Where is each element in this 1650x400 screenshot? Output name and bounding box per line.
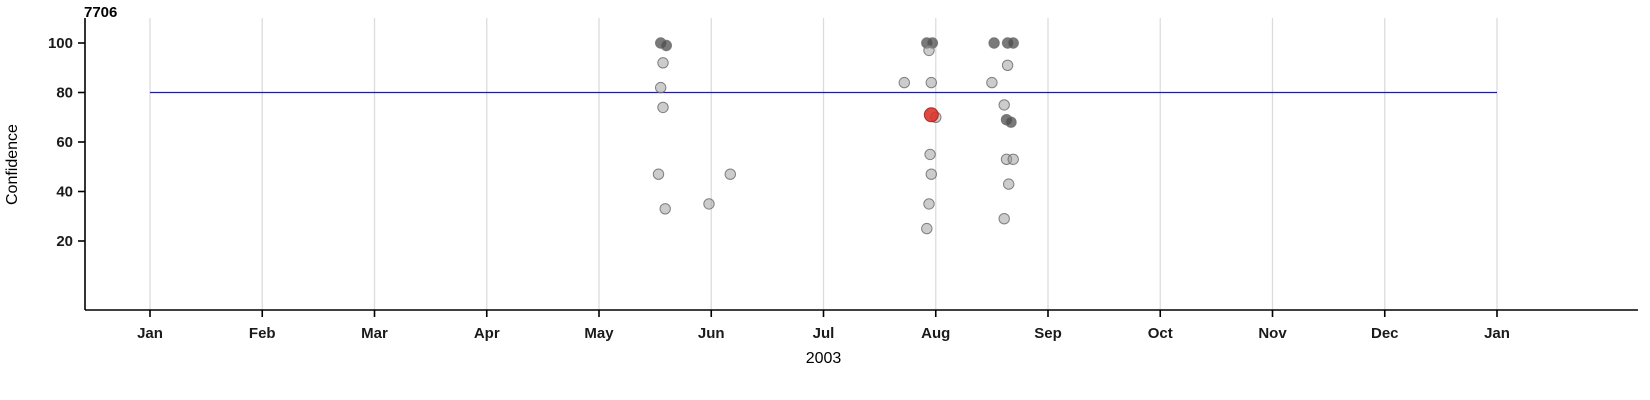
y-tick-label-20: 20: [56, 233, 73, 250]
y-tick-label-80: 80: [56, 85, 73, 102]
data-point: [657, 57, 669, 69]
data-point: [724, 168, 736, 180]
data-point: [657, 101, 669, 114]
y-tick-label-40: 40: [56, 184, 73, 201]
x-tick-label-apr-3: Apr: [474, 325, 500, 342]
data-point: [660, 39, 672, 52]
x-tick-label-jan-0: Jan: [137, 325, 163, 342]
x-tick-label-jun-5: Jun: [698, 325, 725, 342]
x-tick-label-jul-6: Jul: [813, 325, 835, 342]
x-tick-label-aug-7: Aug: [921, 325, 950, 342]
data-point: [1007, 37, 1019, 49]
data-point: [1003, 178, 1015, 190]
x-tick-label-nov-10: Nov: [1258, 325, 1287, 342]
highlighted-data-point: [923, 107, 939, 123]
x-tick-label-jan-12: Jan: [1484, 325, 1510, 342]
y-axis-title: Confidence: [4, 124, 21, 206]
x-tick-label-dec-11: Dec: [1371, 325, 1399, 342]
x-tick-label-sep-8: Sep: [1034, 325, 1062, 342]
data-point: [998, 99, 1010, 111]
chart-title: 7706: [84, 4, 118, 21]
data-point: [923, 198, 935, 210]
data-point: [898, 76, 910, 89]
data-point: [986, 76, 998, 89]
data-point: [1005, 116, 1017, 128]
x-tick-label-feb-1: Feb: [249, 325, 276, 342]
data-point: [1001, 59, 1014, 72]
x-axis-title: 2003: [805, 350, 842, 367]
x-tick-label-mar-2: Mar: [361, 325, 388, 342]
data-point: [921, 222, 933, 235]
y-tick-label-60: 60: [56, 134, 73, 151]
data-point: [925, 168, 937, 180]
x-tick-label-oct-9: Oct: [1148, 325, 1173, 342]
data-point: [924, 148, 936, 161]
data-point: [1007, 153, 1019, 166]
data-point: [988, 37, 1000, 49]
y-tick-label-100: 100: [48, 35, 73, 52]
data-point: [998, 213, 1010, 225]
data-point: [925, 76, 937, 89]
data-point: [703, 198, 715, 210]
data-point: [655, 81, 667, 94]
x-tick-label-may-4: May: [584, 325, 614, 342]
data-point: [659, 203, 671, 215]
data-point: [923, 44, 935, 57]
data-point: [652, 168, 665, 180]
